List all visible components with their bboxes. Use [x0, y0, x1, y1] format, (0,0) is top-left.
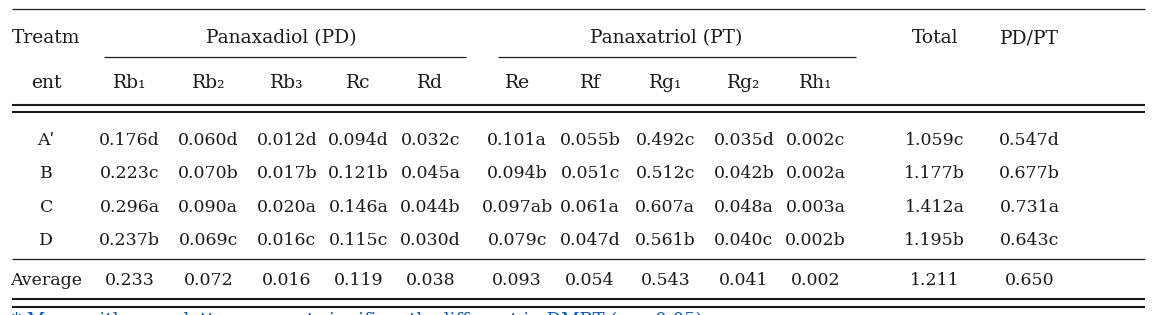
Text: 0.069c: 0.069c — [178, 232, 238, 249]
Text: 0.115c: 0.115c — [329, 232, 389, 249]
Text: Total: Total — [912, 29, 958, 48]
Text: PD/PT: PD/PT — [1001, 29, 1059, 48]
Text: 0.296a: 0.296a — [100, 199, 160, 216]
Text: Rd: Rd — [418, 73, 443, 92]
Text: 0.121b: 0.121b — [329, 165, 389, 182]
Text: 0.072: 0.072 — [184, 272, 233, 289]
Text: 0.237b: 0.237b — [100, 232, 160, 249]
Text: 0.030d: 0.030d — [400, 232, 460, 249]
Text: 0.492c: 0.492c — [635, 132, 695, 149]
Text: Rg₁: Rg₁ — [649, 73, 681, 92]
Text: 0.176d: 0.176d — [100, 132, 160, 149]
Text: 0.561b: 0.561b — [635, 232, 695, 249]
Text: 0.060d: 0.060d — [178, 132, 238, 149]
Text: 1.211: 1.211 — [911, 272, 959, 289]
Text: 0.045a: 0.045a — [400, 165, 460, 182]
Text: 0.055b: 0.055b — [560, 132, 620, 149]
Text: 0.040c: 0.040c — [714, 232, 774, 249]
Text: Rc: Rc — [346, 73, 371, 92]
Text: 1.177b: 1.177b — [905, 165, 965, 182]
Text: 0.677b: 0.677b — [1000, 165, 1060, 182]
Text: Average: Average — [10, 272, 82, 289]
Text: * Mean with same letters are not significantly different in DMRT (p < 0.05): * Mean with same letters are not signifi… — [12, 312, 702, 315]
Text: 0.094b: 0.094b — [487, 165, 547, 182]
Text: Rf: Rf — [580, 73, 600, 92]
Text: D: D — [39, 232, 53, 249]
Text: 0.101a: 0.101a — [487, 132, 547, 149]
Text: 0.017b: 0.017b — [257, 165, 317, 182]
Text: 0.061a: 0.061a — [560, 199, 620, 216]
Text: 0.016: 0.016 — [263, 272, 311, 289]
Text: 1.195b: 1.195b — [905, 232, 965, 249]
Text: 0.223c: 0.223c — [100, 165, 160, 182]
Text: 0.543: 0.543 — [641, 272, 690, 289]
Text: Treatm: Treatm — [12, 29, 81, 48]
Text: 0.093: 0.093 — [493, 272, 541, 289]
Text: 0.097ab: 0.097ab — [481, 199, 553, 216]
Text: 0.002a: 0.002a — [786, 165, 846, 182]
Text: Panaxatriol (PT): Panaxatriol (PT) — [590, 29, 743, 48]
Text: Rb₃: Rb₃ — [270, 73, 304, 92]
Text: 0.650: 0.650 — [1005, 272, 1054, 289]
Text: Panaxadiol (PD): Panaxadiol (PD) — [206, 29, 356, 48]
Text: 0.020a: 0.020a — [257, 199, 317, 216]
Text: Rg₂: Rg₂ — [728, 73, 760, 92]
Text: 0.032c: 0.032c — [400, 132, 460, 149]
Text: 1.412a: 1.412a — [905, 199, 965, 216]
Text: 0.048a: 0.048a — [714, 199, 774, 216]
Text: 0.119: 0.119 — [334, 272, 383, 289]
Text: 0.643c: 0.643c — [1000, 232, 1060, 249]
Text: Rb₂: Rb₂ — [192, 73, 224, 92]
Text: 0.233: 0.233 — [104, 272, 155, 289]
Text: 0.146a: 0.146a — [329, 199, 389, 216]
Text: 0.003a: 0.003a — [786, 199, 846, 216]
Text: 0.044b: 0.044b — [400, 199, 460, 216]
Text: 0.041: 0.041 — [720, 272, 768, 289]
Text: 0.070b: 0.070b — [178, 165, 238, 182]
Text: 1.059c: 1.059c — [905, 132, 965, 149]
Text: 0.016c: 0.016c — [257, 232, 317, 249]
Text: 0.547d: 0.547d — [1000, 132, 1060, 149]
Text: 0.047d: 0.047d — [560, 232, 620, 249]
Text: Rh₁: Rh₁ — [799, 73, 832, 92]
Text: Rb₁: Rb₁ — [113, 73, 146, 92]
Text: 0.054: 0.054 — [566, 272, 614, 289]
Text: ent: ent — [31, 73, 61, 92]
Text: 0.038: 0.038 — [406, 272, 455, 289]
Text: 0.002c: 0.002c — [786, 132, 846, 149]
Text: 0.042b: 0.042b — [714, 165, 774, 182]
Text: B: B — [39, 165, 53, 182]
Text: 0.012d: 0.012d — [257, 132, 317, 149]
Text: 0.002b: 0.002b — [786, 232, 846, 249]
Text: Aʹ: Aʹ — [37, 132, 56, 149]
Text: 0.002: 0.002 — [791, 272, 840, 289]
Text: 0.051c: 0.051c — [560, 165, 620, 182]
Text: 0.090a: 0.090a — [178, 199, 238, 216]
Text: 0.094d: 0.094d — [329, 132, 389, 149]
Text: C: C — [39, 199, 53, 216]
Text: 0.079c: 0.079c — [487, 232, 547, 249]
Text: 0.607a: 0.607a — [635, 199, 695, 216]
Text: 0.035d: 0.035d — [714, 132, 774, 149]
Text: Re: Re — [504, 73, 530, 92]
Text: 0.731a: 0.731a — [1000, 199, 1060, 216]
Text: 0.512c: 0.512c — [635, 165, 695, 182]
